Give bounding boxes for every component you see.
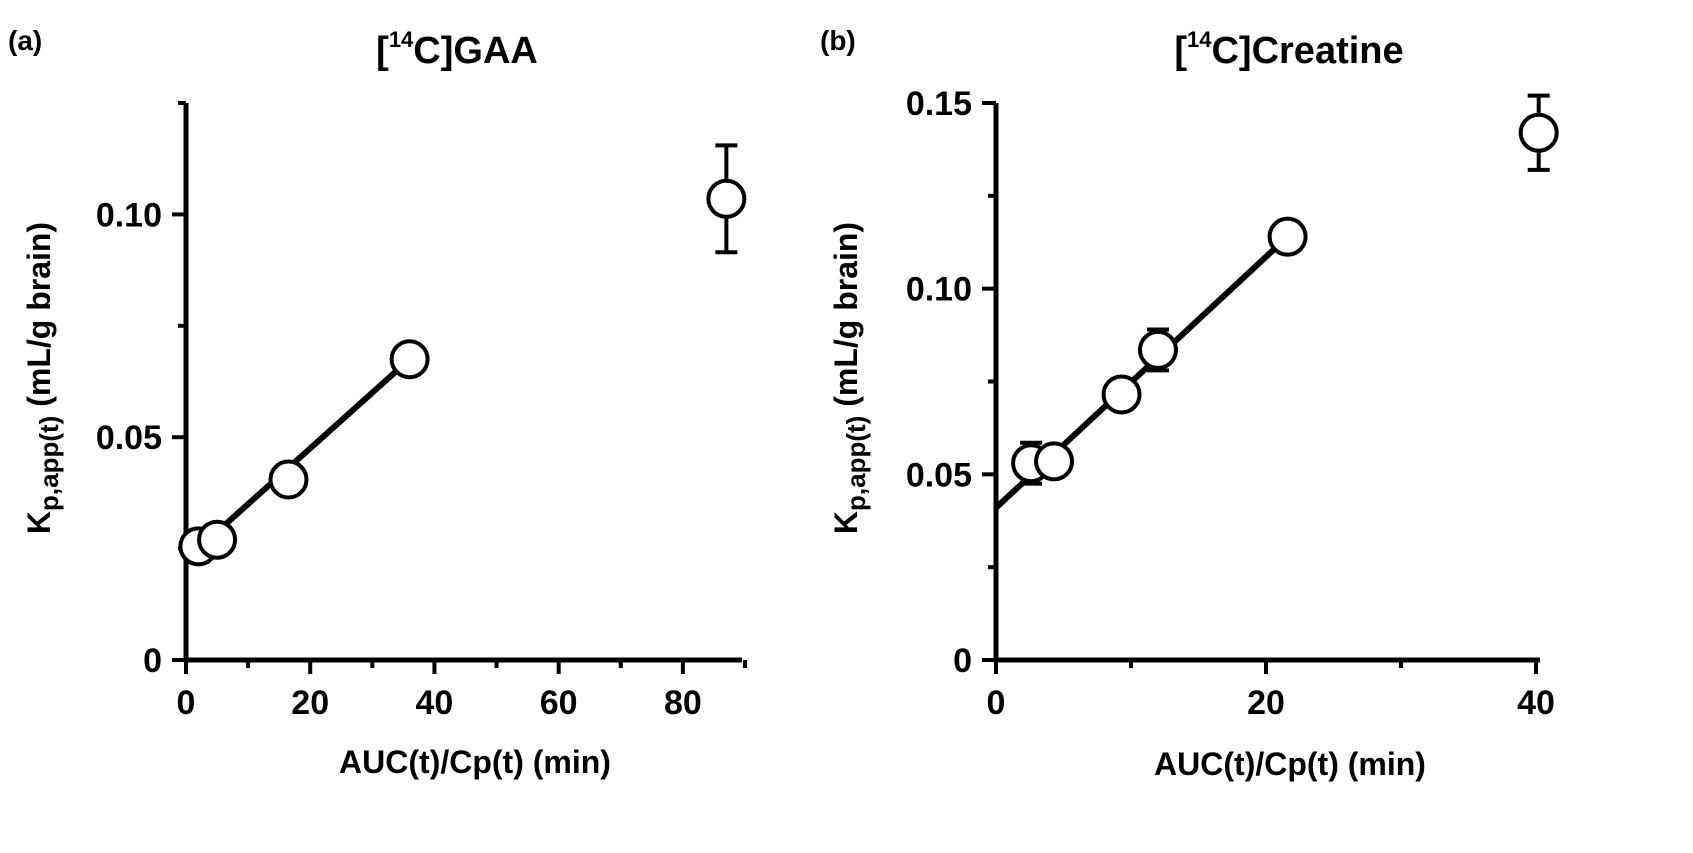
x-tick-label: 60 bbox=[540, 684, 578, 722]
x-axis-label: AUC(t)/Cp(t) (min) bbox=[1154, 746, 1426, 782]
y-axis-label-subscript: p,app(t) bbox=[841, 416, 871, 511]
x-tick-label: 80 bbox=[664, 684, 702, 722]
panel-label: (a) bbox=[8, 25, 42, 56]
x-tick-label: 20 bbox=[1247, 684, 1285, 722]
data-point bbox=[389, 339, 430, 380]
data-point bbox=[1101, 374, 1142, 415]
chart-title: [14C]Creatine bbox=[1174, 27, 1403, 72]
y-tick-label: 0.15 bbox=[906, 85, 972, 123]
x-axis-label: AUC(t)/Cp(t) (min) bbox=[339, 744, 611, 780]
y-axis-label-units: (mL/g brain) bbox=[828, 222, 864, 416]
chart-title: [14C]GAA bbox=[376, 27, 538, 72]
data-point bbox=[706, 178, 747, 219]
data-point bbox=[197, 519, 238, 560]
data-point bbox=[1138, 329, 1178, 370]
y-axis-label: Kp,app(t) (mL/g brain) bbox=[21, 222, 64, 534]
x-tick-label: 40 bbox=[1517, 684, 1555, 722]
x-tick-label: 20 bbox=[291, 684, 329, 722]
y-axis-label-main: K bbox=[21, 511, 57, 534]
chart-title-prefix: [ bbox=[376, 30, 389, 72]
y-tick-label: 0 bbox=[953, 642, 972, 680]
chart-title-main: C]GAA bbox=[413, 30, 538, 72]
x-tick-label: 0 bbox=[987, 684, 1006, 722]
x-tick-label: 0 bbox=[177, 684, 196, 722]
chart-title-main: C]Creatine bbox=[1211, 30, 1403, 72]
chart-title-prefix: [ bbox=[1174, 30, 1187, 72]
y-tick-label: 0.05 bbox=[96, 419, 162, 457]
chart-title-superscript: 14 bbox=[389, 27, 414, 52]
data-point bbox=[1518, 112, 1559, 153]
y-axis-label-main: K bbox=[828, 511, 864, 534]
data-point bbox=[1267, 216, 1308, 257]
y-tick-label: 0 bbox=[143, 642, 162, 680]
y-axis-label-units: (mL/g brain) bbox=[21, 222, 57, 416]
y-axis-label: Kp,app(t) (mL/g brain) bbox=[828, 222, 871, 534]
y-tick-label: 0.10 bbox=[906, 271, 972, 309]
panel-label: (b) bbox=[820, 25, 856, 56]
y-axis-label-subscript: p,app(t) bbox=[34, 416, 64, 511]
y-tick-label: 0.10 bbox=[96, 196, 162, 234]
chart-panel-a: (a) [14C]GAA 0 20 40 60 80 0 0.05 0.10 AUC(t)/Cp(t… bbox=[8, 25, 747, 780]
x-tick-label: 40 bbox=[416, 684, 454, 722]
y-tick-label: 0.05 bbox=[906, 456, 972, 494]
chart-panel-b: (b) [14C]Creatine 0 20 40 0 0.05 0.10 0.15 AUC(t)… bbox=[820, 25, 1559, 782]
data-point bbox=[268, 459, 309, 500]
chart-title-superscript: 14 bbox=[1187, 27, 1212, 52]
data-point bbox=[1034, 441, 1075, 482]
